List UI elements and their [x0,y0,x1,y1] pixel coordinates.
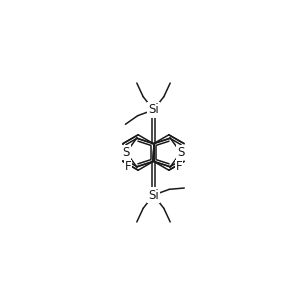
Text: Si: Si [148,188,159,202]
Text: S: S [177,146,185,159]
Text: F: F [176,160,182,173]
Text: Si: Si [148,103,159,117]
Text: S: S [122,146,130,159]
Text: F: F [125,160,131,173]
